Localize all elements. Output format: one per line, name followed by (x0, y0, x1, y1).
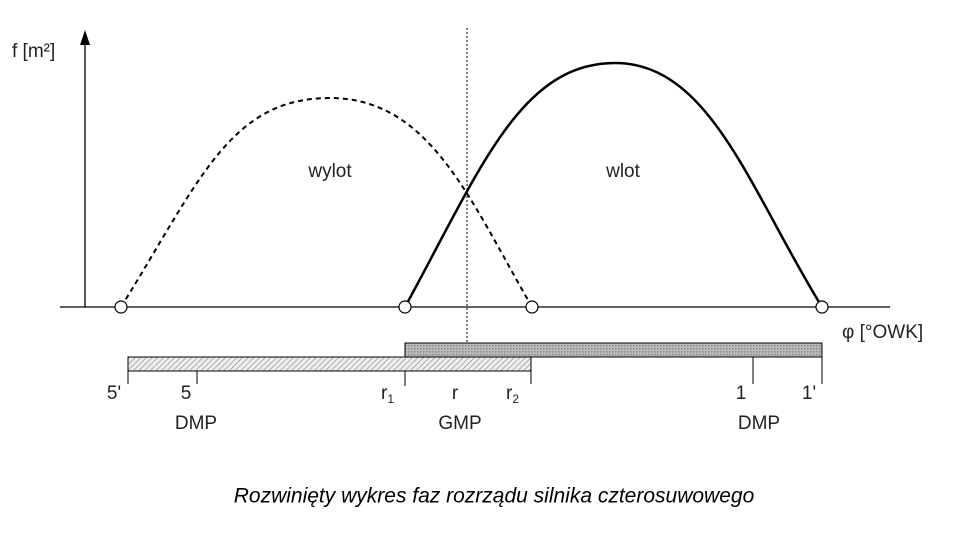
y-axis-label: f [m²] (12, 41, 55, 62)
position-label: DMP (738, 413, 780, 434)
intake-curve (403, 61, 824, 308)
mark-label-main: r (506, 383, 513, 404)
y-axis-arrow (80, 30, 90, 45)
mark-label: 5 (181, 383, 192, 404)
mark-label: 5' (107, 383, 121, 404)
caption: Rozwinięty wykres faz rozrządu silnika c… (234, 485, 755, 508)
mark-label: r2 (506, 383, 519, 406)
curve-label: wlot (605, 161, 641, 182)
x-axis-label: φ [°OWK] (842, 322, 923, 343)
mark-label: 1' (802, 383, 816, 404)
intake-bar (404, 342, 823, 358)
curve-label: wylot (307, 161, 352, 182)
mark-label-main: r (381, 383, 388, 404)
point (398, 300, 412, 314)
point (525, 300, 539, 314)
exhaust-curve (120, 96, 533, 308)
mark-label: r1 (381, 383, 394, 406)
point (114, 300, 128, 314)
position-label: GMP (438, 413, 481, 434)
exhaust-bar (127, 356, 532, 372)
position-label: DMP (175, 413, 217, 434)
point (815, 300, 829, 314)
mark-label: r (452, 383, 459, 404)
mark-label-sub: 2 (512, 392, 519, 406)
mark-label: 1 (736, 383, 747, 404)
mark-label-sub: 1 (387, 392, 394, 406)
